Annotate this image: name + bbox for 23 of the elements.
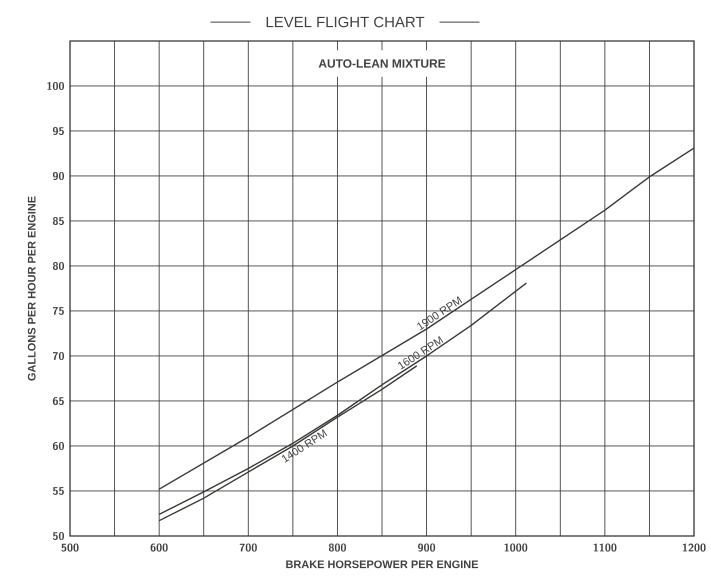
y-tick-label: 90	[52, 172, 64, 180]
y-tick-label: 85	[52, 216, 64, 226]
x-tick-label: 600	[150, 544, 168, 552]
y-tick-label: 100	[47, 82, 64, 90]
y-tick-label: 75	[52, 307, 64, 315]
x-tick-label: 1100	[594, 544, 616, 552]
y-tick-label: 70	[52, 352, 64, 360]
y-tick-label: 65	[52, 396, 64, 406]
x-tick-label: 700	[240, 544, 257, 552]
text: AUTO-LEAN MIXTURE	[318, 59, 446, 68]
y-tick-label: 55	[52, 487, 64, 495]
x-tick-label: 800	[328, 544, 346, 552]
x-tick-label: 1000	[504, 544, 528, 552]
x-tick-label: 1200	[682, 544, 706, 552]
y-tick-label: 95	[52, 126, 64, 136]
y-tick-label: 60	[52, 442, 64, 450]
y-axis-title: GALLONS PER HOUR PER ENGINE	[28, 196, 36, 381]
y-tick-label: 50	[52, 532, 64, 540]
x-tick-label: 900	[418, 544, 436, 552]
y-tick-label: 80	[52, 262, 64, 270]
x-axis-title: BRAKE HORSEPOWER PER ENGINE	[286, 560, 478, 568]
chart-title: LEVEL FLIGHT CHART	[266, 16, 424, 28]
x-tick-label: 500	[61, 544, 79, 552]
